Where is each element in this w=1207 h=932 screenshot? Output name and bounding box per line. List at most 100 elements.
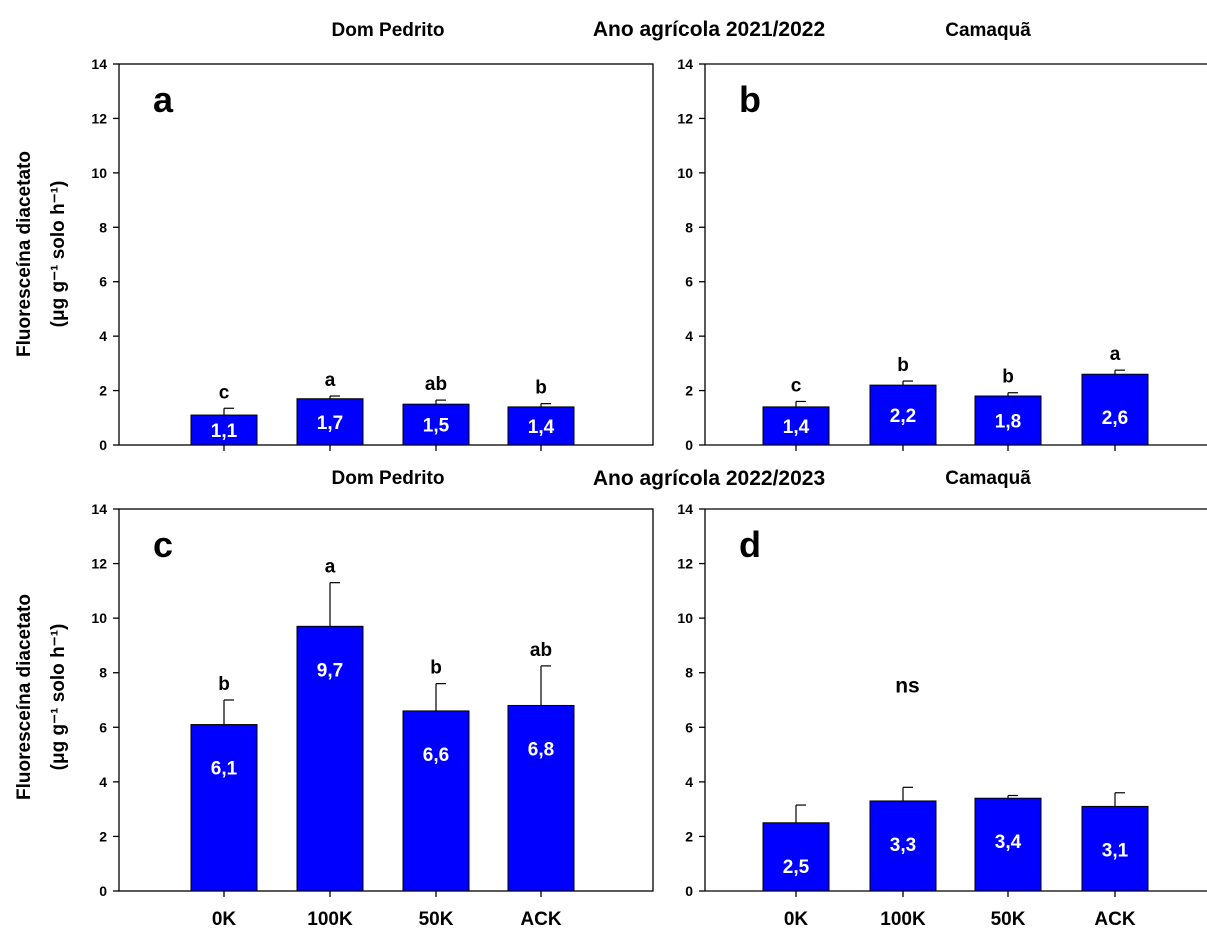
panel-letter: a	[153, 79, 174, 120]
y-tick-label: 0	[99, 437, 107, 453]
x-tick-label: 50K	[419, 909, 454, 930]
significance-letter: ab	[425, 374, 447, 395]
plot-frame	[118, 508, 654, 892]
panel-letter: c	[153, 524, 173, 565]
data-label: 1,1	[211, 421, 238, 442]
data-label: 2,5	[783, 857, 810, 878]
y-tick-label: 2	[685, 383, 693, 399]
ns-annotation: ns	[895, 674, 920, 697]
data-label: 2,6	[1102, 408, 1128, 429]
y-tick-label: 10	[677, 610, 693, 626]
bar	[974, 395, 1042, 446]
y-tick-label: 12	[91, 556, 107, 572]
significance-letter: ab	[530, 640, 552, 661]
y-tick-label: 6	[99, 274, 107, 290]
y-tick-label: 12	[677, 110, 693, 126]
y-tick-label: 6	[99, 719, 107, 735]
data-label: 1,5	[423, 416, 450, 437]
y-axis-title-top-line2: (μg g⁻¹ solo h⁻¹)	[48, 181, 69, 328]
col-title-dom-pedrito-top: Dom Pedrito	[332, 20, 445, 41]
col-title-camaqua-bottom: Camaquã	[945, 468, 1031, 489]
data-label: 9,7	[317, 660, 343, 681]
y-tick-label: 12	[91, 110, 107, 126]
y-tick-label: 8	[685, 665, 693, 681]
panel-c: 0 2 4 6 8 10 12 14 6,1 b 0K 9,7 a 100K 6,6 b 50K 6,8 ab ACK…	[91, 501, 654, 930]
significance-letter: b	[1002, 367, 1014, 388]
x-tick-label: 0K	[212, 909, 237, 930]
x-tick-label: 100K	[880, 909, 926, 930]
panel-a: 0 2 4 6 8 10 12 14 1,1 c 1,7 a 1,5 ab 1,4 b a	[91, 56, 654, 453]
x-tick-label: 0K	[784, 909, 809, 930]
x-tick-label: ACK	[520, 909, 561, 930]
y-tick-label: 10	[677, 165, 693, 181]
y-tick-label: 4	[685, 328, 693, 344]
y-tick-label: 14	[91, 56, 107, 72]
y-tick-label: 0	[685, 437, 693, 453]
y-tick-label: 6	[685, 719, 693, 735]
y-tick-label: 12	[677, 556, 693, 572]
bar	[1081, 373, 1149, 446]
y-tick-label: 10	[91, 610, 107, 626]
panel-d: 0 2 4 6 8 10 12 14 2,5 0K 3,3 100K 3,4 50K 3,1 ACK d ns	[677, 501, 1207, 930]
bar	[402, 403, 470, 446]
significance-letter: c	[219, 382, 230, 403]
y-tick-label: 8	[99, 665, 107, 681]
y-tick-label: 8	[685, 219, 693, 235]
y-tick-label: 0	[99, 883, 107, 899]
bar	[296, 398, 364, 446]
x-tick-label: 100K	[307, 909, 353, 930]
y-axis-title-bottom: Fluoresceína diacetato (μg g⁻¹ solo h⁻¹)	[14, 594, 69, 800]
y-axis-title-top-line1: Fluoresceína diacetato	[14, 151, 35, 357]
data-label: 1,4	[783, 417, 810, 438]
y-axis-title-bottom-line2: (μg g⁻¹ solo h⁻¹)	[48, 624, 69, 771]
data-label: 1,7	[317, 413, 343, 434]
data-label: 6,6	[423, 745, 449, 766]
x-tick-label: 50K	[991, 909, 1026, 930]
significance-letter: b	[430, 658, 442, 679]
y-tick-label: 14	[91, 501, 107, 517]
y-tick-label: 2	[99, 828, 107, 844]
bar	[402, 710, 470, 892]
x-tick-label: ACK	[1094, 909, 1135, 930]
bar	[190, 414, 258, 446]
significance-letter: a	[1110, 344, 1121, 365]
y-tick-label: 8	[99, 219, 107, 235]
row-title-2021-2022: Ano agrícola 2021/2022	[593, 18, 825, 41]
col-title-dom-pedrito-bottom: Dom Pedrito	[332, 468, 445, 489]
y-tick-label: 2	[99, 383, 107, 399]
bar	[507, 704, 575, 892]
bar	[1081, 805, 1149, 892]
bar	[507, 406, 575, 446]
y-tick-label: 6	[685, 274, 693, 290]
bar	[190, 724, 258, 892]
bar	[974, 797, 1042, 892]
y-tick-label: 14	[677, 501, 693, 517]
data-label: 2,2	[890, 406, 916, 427]
row-title-2022-2023: Ano agrícola 2022/2023	[593, 467, 825, 490]
plot-frame	[118, 63, 654, 446]
data-label: 1,4	[528, 417, 555, 438]
y-tick-label: 10	[91, 165, 107, 181]
panel-b: 0 2 4 6 8 10 12 14 1,4 c 2,2 b 1,8 b 2,6 a b	[677, 56, 1207, 453]
col-title-camaqua-top: Camaquã	[945, 20, 1031, 41]
y-tick-label: 0	[685, 883, 693, 899]
data-label: 3,4	[995, 832, 1022, 853]
y-tick-label: 14	[677, 56, 693, 72]
data-label: 6,1	[211, 759, 238, 780]
y-tick-label: 4	[685, 774, 693, 790]
data-label: 3,3	[890, 835, 916, 856]
significance-letter: a	[325, 557, 336, 578]
significance-letter: b	[535, 378, 547, 399]
data-label: 6,8	[528, 739, 554, 760]
significance-letter: b	[897, 355, 909, 376]
bar	[762, 822, 830, 892]
y-tick-label: 2	[685, 828, 693, 844]
y-axis-title-top: Fluoresceína diacetato (μg g⁻¹ solo h⁻¹)	[14, 151, 69, 357]
bar	[296, 625, 364, 892]
y-axis-title-bottom-line1: Fluoresceína diacetato	[14, 594, 35, 800]
significance-letter: a	[325, 370, 336, 391]
data-label: 3,1	[1102, 840, 1129, 861]
y-tick-label: 4	[99, 774, 107, 790]
panel-letter: b	[739, 79, 761, 120]
